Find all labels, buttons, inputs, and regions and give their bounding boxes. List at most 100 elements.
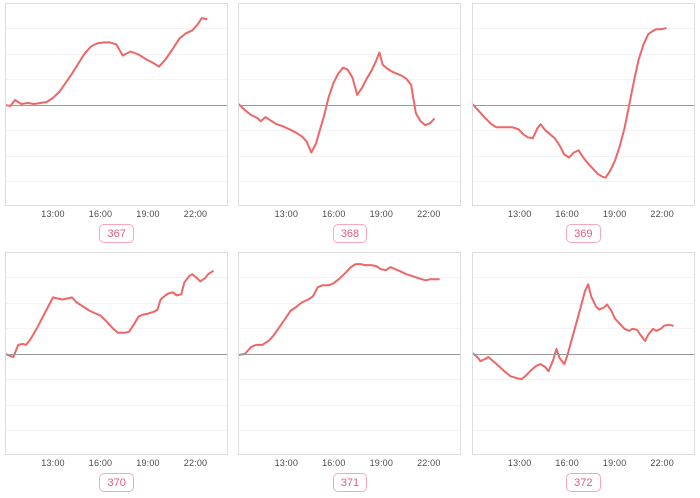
chart-plot	[471, 3, 695, 206]
gridline	[472, 181, 694, 182]
gridline	[6, 130, 227, 131]
x-tick-label: 16:00	[88, 209, 113, 219]
chart-plot	[5, 252, 228, 455]
gridline	[6, 405, 227, 406]
x-axis: 13:00 16:00 19:00 22:00	[238, 206, 461, 221]
zero-baseline	[472, 354, 694, 355]
series-line	[239, 51, 436, 154]
line-chart-canvas	[6, 270, 214, 358]
chart-cell: 13:00 16:00 19:00 22:00 368	[233, 0, 466, 249]
badge-row: 367	[0, 224, 233, 243]
gridline	[239, 430, 461, 431]
x-tick-label: 13:00	[274, 209, 299, 219]
x-tick-label: 19:00	[369, 209, 394, 219]
gridline	[239, 379, 461, 380]
x-axis: 13:00 16:00 19:00 22:00	[472, 206, 695, 221]
gridline	[472, 54, 694, 55]
x-tick-label: 13:00	[507, 209, 532, 219]
gridline	[472, 28, 694, 29]
x-tick-label: 19:00	[136, 458, 160, 468]
x-tick-label: 13:00	[41, 458, 65, 468]
chart-cell: 13:00 16:00 19:00 22:00 371	[233, 249, 466, 498]
gridline	[239, 28, 461, 29]
line-chart-canvas	[239, 51, 436, 154]
chart-plot	[238, 3, 462, 206]
gridline	[6, 181, 227, 182]
zero-baseline	[472, 105, 694, 106]
gridline	[239, 277, 461, 278]
chart-plot	[5, 3, 228, 206]
chart-id-badge[interactable]: 371	[332, 473, 368, 492]
x-tick-label: 22:00	[183, 209, 208, 219]
x-tick-label: 16:00	[322, 209, 346, 219]
chart-id-badge[interactable]: 370	[99, 473, 134, 492]
zero-baseline	[239, 105, 461, 106]
chart-cell: 13:00 16:00 19:00 22:00 367	[0, 0, 233, 249]
line-chart-canvas	[239, 263, 441, 356]
gridline	[6, 277, 227, 278]
gridline	[472, 303, 694, 304]
gridline	[472, 430, 694, 431]
gridline	[472, 277, 694, 278]
chart-cell: 13:00 16:00 19:00 22:00 370	[0, 249, 233, 498]
gridline	[472, 379, 694, 380]
gridline	[6, 328, 227, 329]
x-tick-label: 16:00	[555, 458, 579, 468]
x-tick-label: 16:00	[555, 209, 579, 219]
badge-row: 368	[233, 224, 466, 243]
x-tick-label: 13:00	[507, 458, 532, 468]
gridline	[239, 181, 461, 182]
chart-cell: 13:00 16:00 19:00 22:00 369	[467, 0, 700, 249]
chart-cell: 13:00 16:00 19:00 22:00 372	[467, 249, 700, 498]
x-tick-label: 22:00	[650, 458, 674, 468]
gridline	[239, 54, 461, 55]
gridline	[239, 328, 461, 329]
badge-row: 369	[467, 224, 700, 243]
x-tick-label: 13:00	[274, 458, 299, 468]
x-tick-label: 16:00	[322, 458, 346, 468]
gridline	[472, 130, 694, 131]
badge-row: 370	[0, 473, 233, 492]
x-tick-label: 19:00	[369, 458, 394, 468]
gridline	[6, 430, 227, 431]
series-line	[6, 17, 208, 107]
line-chart-canvas	[6, 17, 208, 107]
zero-baseline	[6, 105, 227, 106]
gridline	[239, 79, 461, 80]
badge-row: 372	[467, 473, 700, 492]
x-axis: 13:00 16:00 19:00 22:00	[5, 206, 228, 221]
chart-plot	[238, 252, 462, 455]
badge-row: 371	[233, 473, 466, 492]
gridline	[239, 130, 461, 131]
gridline	[472, 328, 694, 329]
gridline	[6, 303, 227, 304]
line-chart-canvas	[472, 283, 674, 381]
gridline	[6, 28, 227, 29]
x-tick-label: 22:00	[650, 209, 674, 219]
x-axis: 13:00 16:00 19:00 22:00	[472, 455, 695, 470]
chart-id-badge[interactable]: 369	[566, 224, 601, 243]
line-chart-canvas	[472, 27, 667, 179]
series-line	[239, 263, 441, 356]
series-line	[472, 27, 667, 179]
x-axis: 13:00 16:00 19:00 22:00	[238, 455, 461, 470]
gridline	[6, 379, 227, 380]
chart-id-badge[interactable]: 367	[99, 224, 134, 243]
gridline	[239, 405, 461, 406]
x-tick-label: 22:00	[417, 209, 441, 219]
zero-baseline	[239, 354, 461, 355]
x-tick-label: 19:00	[136, 209, 160, 219]
gridline	[239, 303, 461, 304]
x-tick-label: 13:00	[41, 209, 65, 219]
x-tick-label: 22:00	[183, 458, 208, 468]
series-line	[472, 283, 674, 381]
x-tick-label: 16:00	[88, 458, 113, 468]
series-line	[6, 270, 214, 358]
chart-id-badge[interactable]: 372	[566, 473, 601, 492]
x-tick-label: 19:00	[602, 209, 627, 219]
chart-plot	[471, 252, 695, 455]
gridline	[472, 79, 694, 80]
gridline	[6, 156, 227, 157]
chart-id-badge[interactable]: 368	[332, 224, 368, 243]
